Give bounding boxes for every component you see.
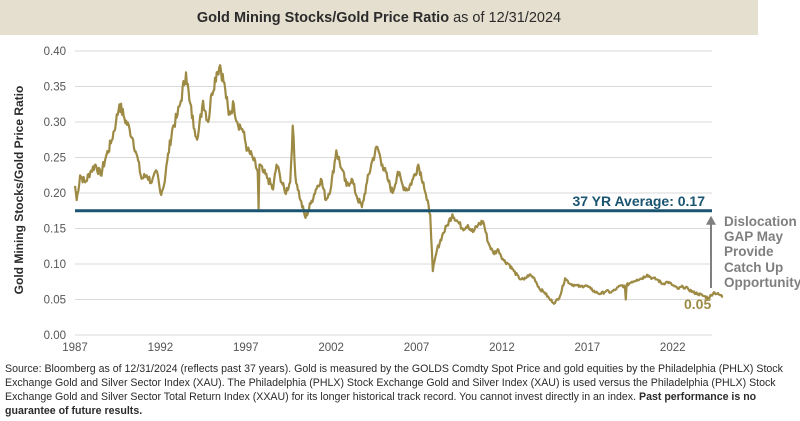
chart-title-bar: Gold Mining Stocks/Gold Price Ratio as o… — [0, 0, 758, 35]
gap-note-line: Opportunity — [724, 274, 800, 290]
x-tick-label: 1992 — [148, 342, 174, 354]
y-tick-label: 0.30 — [44, 117, 66, 129]
y-tick-label: 0.00 — [44, 330, 66, 342]
y-tick-label: 0.15 — [44, 224, 66, 236]
x-tick-labels: 1987 1992 1997 2002 2007 2012 2017 2022 — [62, 342, 685, 354]
y-tick-label: 0.20 — [44, 188, 66, 200]
gap-note-line: GAP May — [724, 229, 784, 245]
gap-note-line: Provide — [724, 244, 774, 260]
y-tick-label: 0.05 — [44, 295, 66, 307]
gap-note: Dislocation GAP May Provide Catch Up Opp… — [724, 214, 800, 290]
y-tick-label: 0.35 — [44, 82, 66, 94]
y-tick-label: 0.10 — [44, 259, 66, 271]
disclaimer-text: Past performance is no guarantee of futu… — [5, 391, 757, 417]
gap-note-line: Catch Up — [724, 259, 784, 275]
source-text: Source: Bloomberg as of 12/31/2024 (refl… — [5, 363, 783, 403]
gap-note-line: Dislocation — [724, 214, 797, 229]
gap-arrow-head-icon — [706, 215, 716, 225]
y-tick-label: 0.25 — [44, 153, 66, 165]
y-tick-label: 0.40 — [44, 46, 66, 58]
series-group — [73, 64, 724, 305]
end-value-label: 0.05 — [684, 296, 712, 312]
y-axis-label: Gold Mining Stocks/Gold Price Ratio — [12, 85, 26, 295]
x-tick-label: 1997 — [233, 342, 259, 354]
x-tick-label: 2022 — [660, 342, 686, 354]
x-tick-label: 2007 — [404, 342, 430, 354]
chart-title-date: as of 12/31/2024 — [453, 9, 562, 26]
gap-arrow-group — [706, 215, 716, 288]
x-tick-label: 2017 — [575, 342, 601, 354]
chart-area: 0.00 0.05 0.10 0.15 0.20 0.25 0.30 0.35 0.40 198… — [44, 46, 724, 354]
x-tick-label: 1987 — [62, 342, 88, 354]
y-tick-labels: 0.00 0.05 0.10 0.15 0.20 0.25 0.30 0.35 0.40 — [44, 46, 66, 342]
chart-title: Gold Mining Stocks/Gold Price Ratio — [196, 9, 450, 26]
x-tick-label: 2002 — [318, 342, 344, 354]
x-tick-label: 2012 — [489, 342, 515, 354]
source-footnote: Source: Bloomberg as of 12/31/2024 (refl… — [5, 362, 795, 418]
series-line — [73, 64, 724, 305]
average-label: 37 YR Average: 0.17 — [572, 193, 705, 209]
